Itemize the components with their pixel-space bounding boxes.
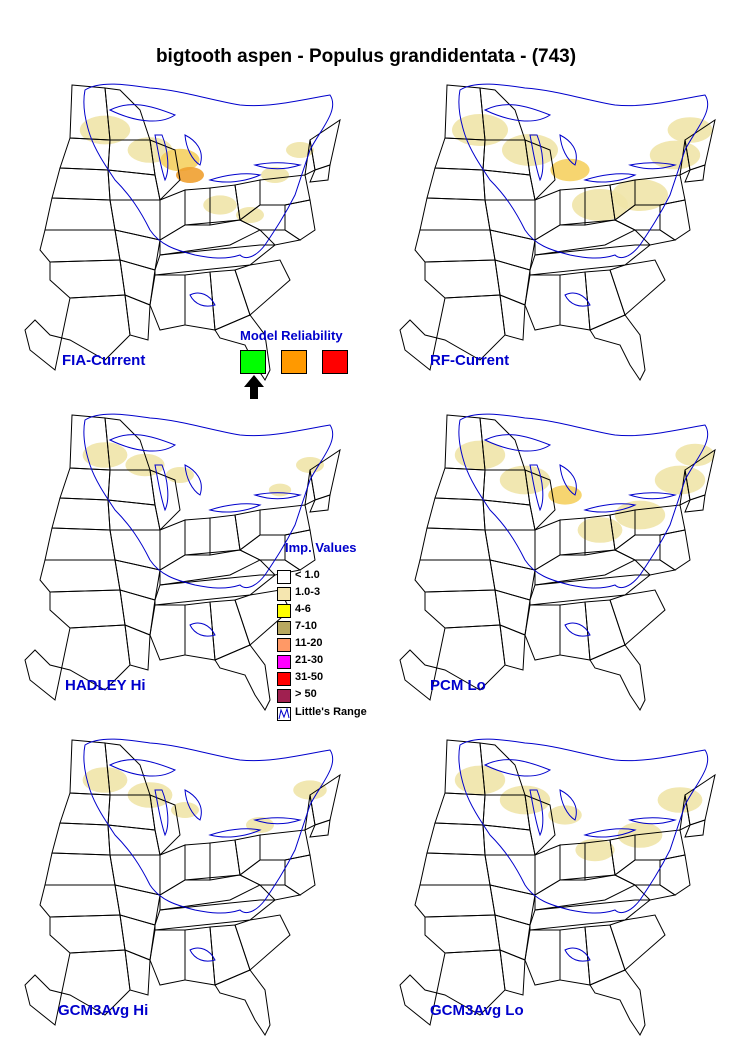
legend-swatch: [277, 570, 291, 584]
suitability-area: [82, 442, 128, 468]
state-outlines: [399, 83, 716, 381]
legend-label: Little's Range: [295, 706, 367, 718]
suitability-area: [499, 465, 551, 495]
suitability-area: [649, 140, 701, 170]
map-label-rf-current: RF-Current: [430, 352, 510, 369]
suitability-area: [261, 167, 289, 183]
legend-title: Imp. Values: [285, 540, 357, 555]
suitability-area: [612, 179, 668, 211]
legend-label: 21-30: [295, 654, 324, 666]
suitability-area: [166, 467, 194, 483]
state-outlines: [24, 738, 341, 1036]
suitability-area: [548, 485, 582, 505]
map-pcm-lo: [385, 410, 720, 730]
legend-label: 11-20: [295, 637, 323, 649]
map-fia-current: [10, 80, 345, 400]
map-gcm3avg-lo: [385, 735, 720, 1055]
legend-swatch: [277, 638, 291, 652]
legend-swatch: [277, 604, 291, 618]
suitability-area: [548, 805, 582, 825]
fia-current-map: [24, 83, 341, 381]
suitability-area: [82, 767, 128, 793]
suitability-area: [617, 822, 663, 848]
suitability-area: [675, 443, 715, 467]
page-title: bigtooth aspen - Populus grandidentata -…: [155, 46, 577, 67]
suitability-area: [79, 115, 131, 145]
legend-label: 7-10: [295, 620, 318, 632]
suitability-area: [657, 787, 703, 813]
legend-label: 4-6: [295, 603, 311, 615]
littles-range-icon: [277, 707, 291, 721]
gcm3avg-hi-map: [24, 738, 341, 1036]
map-gcm3avg-hi: [10, 735, 345, 1055]
suitability-area: [614, 500, 666, 530]
suitability-area: [127, 137, 173, 163]
hadley-hi-map: [24, 413, 341, 711]
reliability-box-medium: [281, 350, 307, 374]
legend-swatch: [277, 689, 291, 703]
suitability-area: [160, 148, 200, 172]
suitability-area: [454, 440, 506, 470]
legend-swatch: [277, 587, 291, 601]
arrow-up-icon: [244, 375, 264, 399]
legend-swatch: [277, 672, 291, 686]
suitability-area: [667, 117, 713, 143]
state-outlines: [24, 413, 341, 711]
map-label-hadley-hi: HADLEY Hi: [65, 677, 146, 694]
map-label-fia-current: FIA-Current: [62, 352, 146, 369]
legend-label: 1.0-3: [295, 586, 321, 598]
suitability-area: [550, 158, 590, 182]
suitability-area: [286, 142, 314, 158]
suitability-area: [236, 207, 264, 223]
pcm-lo-map: [399, 413, 716, 711]
suitability-area: [577, 517, 623, 543]
gcm3avg-lo-map: [399, 738, 716, 1036]
reliability-box-high: [240, 350, 266, 374]
suitability-area: [203, 195, 237, 215]
legend-swatch: [277, 621, 291, 635]
suitability-area: [454, 765, 506, 795]
rf-current-map: [399, 83, 716, 381]
suitability-area: [502, 134, 558, 166]
map-label-gcm3avg-hi: GCM3Avg Hi: [58, 1002, 149, 1019]
state-outlines: [399, 413, 716, 711]
suitability-area: [654, 465, 706, 495]
legend-label: 31-50: [295, 671, 324, 683]
state-outlines: [399, 738, 716, 1036]
suitability-area: [268, 483, 292, 497]
map-label-pcm-lo: PCM Lo: [430, 677, 486, 694]
legend-label: > 50: [295, 688, 317, 700]
suitability-area: [296, 457, 324, 473]
suitability-area: [176, 167, 204, 183]
suitability-area: [125, 453, 165, 477]
suitability-area: [293, 780, 327, 800]
map-label-gcm3avg-lo: GCM3Avg Lo: [430, 1002, 524, 1019]
model-reliability-title: Model Reliability: [240, 328, 343, 343]
map-hadley-hi: [10, 410, 345, 730]
suitability-area: [171, 802, 199, 818]
legend-label: < 1.0: [295, 569, 320, 581]
legend-swatch: [277, 655, 291, 669]
reliability-box-low: [322, 350, 348, 374]
map-rf-current: [385, 80, 720, 400]
